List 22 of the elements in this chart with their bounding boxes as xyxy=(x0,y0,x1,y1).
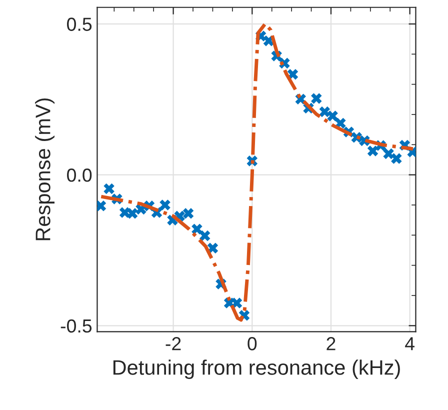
y-axis-title: Response (mV) xyxy=(35,98,54,240)
point xyxy=(160,200,170,210)
point xyxy=(391,153,402,164)
x-axis-title: Detuning from resonance (kHz) xyxy=(113,360,400,380)
y-tick-label: -0.5 xyxy=(60,319,92,333)
y-tick-label: 0.0 xyxy=(67,168,92,182)
x-tick-label: -2 xyxy=(166,337,181,350)
x-tick-label: 4 xyxy=(405,337,414,350)
point xyxy=(104,183,114,194)
line-series xyxy=(99,22,415,322)
point xyxy=(319,106,330,118)
point xyxy=(199,230,210,242)
point xyxy=(207,242,218,254)
point xyxy=(182,208,194,219)
point xyxy=(383,148,394,160)
point xyxy=(327,110,338,122)
x-tick-label: 0 xyxy=(248,337,257,350)
point xyxy=(192,224,202,234)
y-tick-label: 0.5 xyxy=(67,18,92,31)
point xyxy=(311,93,322,104)
point xyxy=(126,208,138,219)
x-tick-label: 2 xyxy=(326,337,336,350)
